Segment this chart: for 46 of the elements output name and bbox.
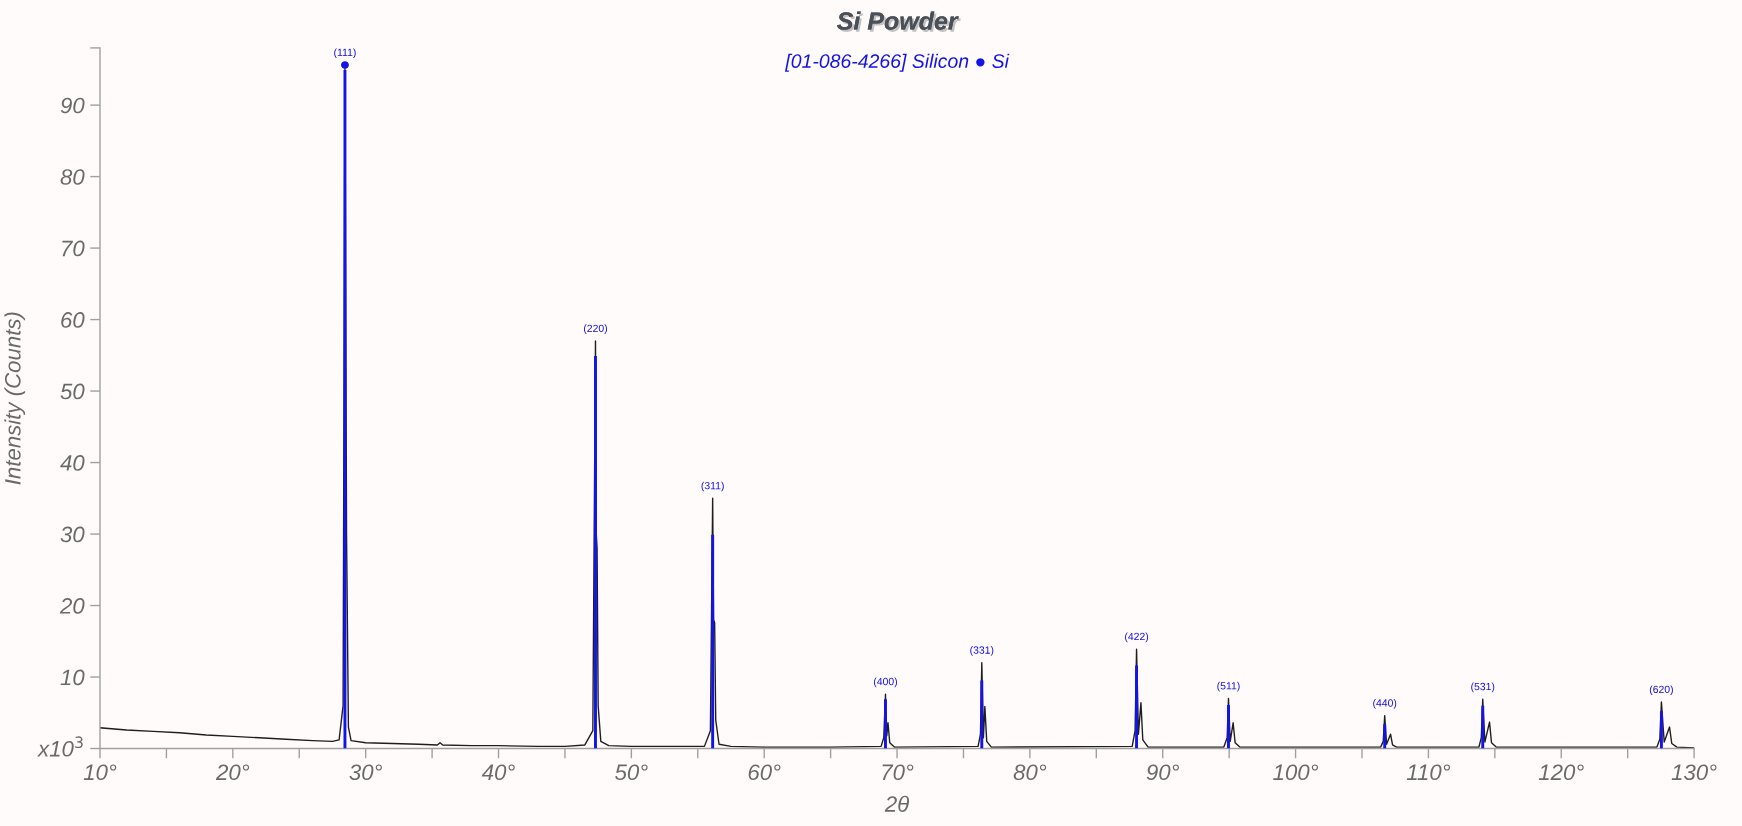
y-tick-label: 50	[60, 383, 85, 400]
x-tick-label: 110°	[1406, 764, 1451, 781]
annotation: (531)	[1471, 682, 1495, 693]
x-tick-label: 120°	[1538, 764, 1584, 781]
chart-title: Si Powder	[837, 11, 961, 32]
bar	[711, 534, 715, 749]
x-tick-label: 60°	[748, 764, 781, 781]
annotation: (311)	[701, 481, 724, 492]
annotation: (511)	[1217, 681, 1240, 692]
x-axis-title: 2θ	[884, 795, 910, 812]
chart-subtitle: [01-086-4266] Silicon ● Si	[784, 53, 1010, 72]
annotation: (400)	[873, 677, 897, 688]
bar	[1227, 704, 1230, 749]
y-tick-label: 30	[60, 526, 85, 543]
x-tick-label: 30°	[349, 764, 382, 781]
x-tick-label: 70°	[882, 764, 914, 781]
x-tick-label: 130°	[1671, 764, 1717, 781]
y-tick-label: 40	[60, 455, 85, 471]
bar	[884, 699, 887, 749]
annotation: (422)	[1125, 632, 1149, 643]
x-tick-label: 10°	[83, 764, 117, 781]
annotation: (331)	[970, 646, 994, 656]
x-tick-label: 100°	[1273, 764, 1319, 781]
annotation: (220)	[583, 324, 608, 335]
annotation: (620)	[1649, 685, 1673, 696]
y-axis-title: Intensity (Counts)	[4, 312, 26, 485]
y-tick-label: 10	[60, 669, 85, 686]
bar	[1481, 705, 1485, 749]
annotation: (111)	[334, 48, 356, 59]
x-tick-label: 50°	[615, 764, 648, 781]
annotation: (440)	[1373, 698, 1397, 709]
bar	[594, 356, 597, 749]
bar	[980, 680, 984, 749]
x-tick-label: 80°	[1013, 764, 1047, 781]
y-tick-label: 80	[60, 169, 85, 185]
bar	[1383, 724, 1387, 749]
x-tick-label: 90°	[1146, 764, 1179, 781]
y-tick-label: 90	[60, 97, 85, 114]
x-tick-label: 20°	[215, 764, 250, 781]
y-tick-label: x10$^{3}$	[37, 736, 83, 757]
x-tick-label: 40°	[481, 764, 515, 781]
bar	[1135, 665, 1139, 749]
y-tick-label: 60	[61, 312, 85, 328]
y-tick-label: 20	[59, 598, 85, 614]
bar	[1659, 711, 1663, 749]
y-tick-label: 70	[62, 240, 85, 257]
